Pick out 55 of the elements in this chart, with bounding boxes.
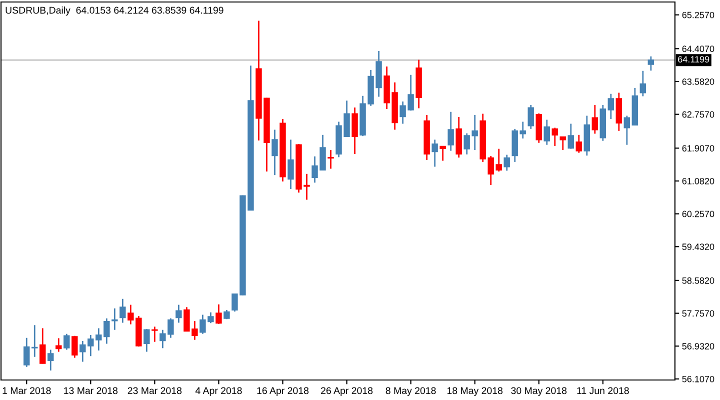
y-tick-label: 56.9320 [682,343,714,350]
candlestick [216,304,222,325]
x-tick-label: 16 Apr 2018 [257,387,309,396]
candlestick [272,129,278,176]
y-tick-label: 65.2570 [682,12,714,18]
candlestick [64,333,70,350]
x-tick-label: 4 Apr 2018 [195,387,242,396]
candlestick [544,119,550,146]
candlestick [48,349,54,372]
candlestick [552,127,558,147]
y-tick-label: 56.1070 [682,376,714,382]
y-tick-label: 61.0820 [682,178,714,184]
y-tick-label: 62.7570 [682,111,714,118]
x-tick-label: 23 Mar 2018 [128,387,182,394]
candlestick [352,106,358,155]
candlestick [40,328,46,364]
candlestick [120,298,126,324]
x-tick-label: 13 Mar 2018 [64,387,118,394]
x-tick-label: 26 Apr 2018 [321,387,373,396]
chart-title: USDRUB,Daily 64.0153 64.2124 63.8539 64.1199 [6,6,224,16]
candlestick [440,145,446,162]
candlestick [608,93,614,120]
candlestick [576,134,582,154]
candlestick [592,104,598,134]
candlestick [176,304,182,324]
candlestick [448,111,454,152]
candlestick [328,149,334,170]
x-tick-label: 8 May 2018 [386,387,436,396]
y-tick-label: 61.9070 [682,145,714,152]
candlestick [32,324,38,358]
y-tick-label: 57.7570 [682,310,714,317]
candlestick [144,328,150,352]
y-tick-label: 63.5820 [682,78,714,85]
candlestick [24,337,30,368]
x-tick-label: 11 Jun 2018 [577,387,629,394]
x-tick-label: 18 May 2018 [447,387,503,396]
y-tick-label: 59.4320 [682,244,714,250]
candlestick [624,115,630,146]
candlestick [648,56,654,72]
y-tick-label: 60.2570 [682,210,714,218]
candlestick [504,154,510,172]
y-tick-label: 64.4070 [682,46,714,52]
y-tick-label: 58.5820 [682,277,714,284]
candlestick [560,136,566,151]
x-tick-label: 30 May 2018 [511,387,567,396]
candlestick [72,335,78,358]
candlestick [152,326,158,342]
x-tick-label: 1 Mar 2018 [2,387,51,394]
candlestick [568,123,574,150]
ref-line-label: 64.1199 [678,56,710,63]
candlestick [640,70,646,97]
candlestick [432,138,438,168]
candlestick [288,138,294,190]
candlestick [56,338,62,352]
candlestick [528,104,534,130]
